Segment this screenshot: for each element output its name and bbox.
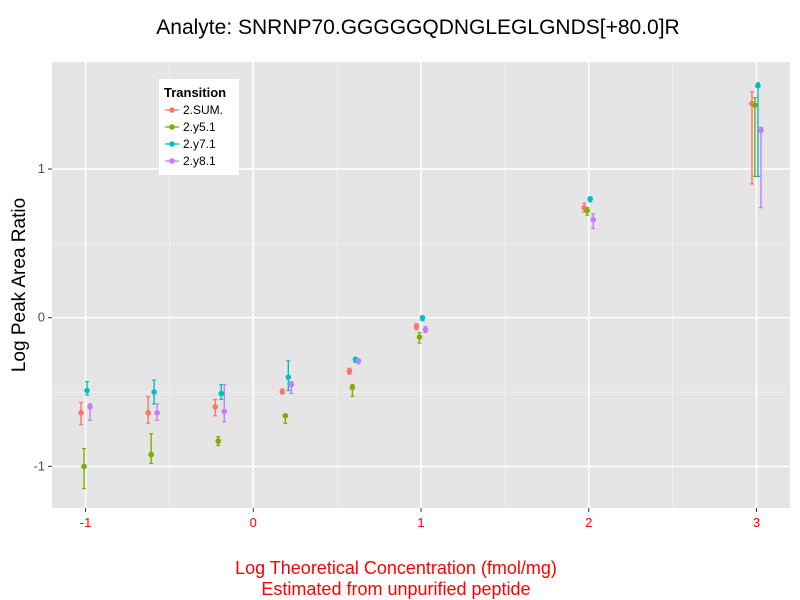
data-point: [282, 413, 289, 419]
legend-title: Transition: [164, 85, 226, 100]
x-tick-label: 2: [585, 515, 592, 530]
data-point: [755, 82, 761, 89]
x-axis-label: Log Theoretical Concentration (fmol/mg): [235, 558, 557, 578]
data-point: [419, 314, 426, 321]
data-point: [422, 326, 429, 333]
legend-key-point: [169, 141, 175, 147]
y-tick-label: 0: [38, 310, 45, 325]
data-point: [87, 404, 93, 410]
data-point: [145, 410, 151, 416]
data-point: [416, 334, 423, 340]
legend-key-point: [169, 107, 175, 113]
y-axis-label: Log Peak Area Ratio: [9, 198, 30, 372]
legend-item-label: 2.y7.1: [183, 137, 216, 151]
data-points: [78, 82, 764, 470]
data-point: [413, 323, 420, 330]
x-tick-label: 3: [753, 515, 760, 530]
data-point: [587, 195, 594, 202]
data-point: [78, 410, 84, 416]
y-tick-label: 1: [38, 161, 45, 176]
x-tick-label: 1: [417, 515, 424, 530]
data-point: [215, 438, 222, 444]
legend-key-point: [169, 124, 175, 130]
data-point: [279, 389, 286, 395]
data-point: [285, 374, 292, 380]
data-point: [84, 387, 90, 394]
chart-title: Analyte: SNRNP70.GGGGGQDNGLEGLGNDS[+80.0…: [156, 16, 679, 39]
data-point: [584, 207, 591, 214]
data-point: [758, 127, 764, 134]
grid: [52, 62, 790, 508]
data-point: [349, 384, 356, 391]
x-tick-label: -1: [80, 515, 92, 530]
y-tick-label: -1: [33, 458, 45, 473]
data-point: [346, 368, 353, 375]
data-point: [154, 410, 160, 416]
data-point: [81, 463, 87, 470]
legend-key-point: [169, 158, 175, 164]
data-point: [752, 102, 758, 108]
data-point: [148, 451, 154, 458]
legend: Transition 2.SUM. 2.y5.1 2.y7.1 2.y8.1: [159, 79, 239, 175]
data-point: [288, 381, 295, 388]
x-tick-label: 0: [250, 515, 257, 530]
legend-item-label: 2.y8.1: [183, 154, 216, 168]
legend-item-label: 2.y5.1: [183, 120, 216, 134]
data-point: [218, 390, 225, 397]
x-axis-ticks: -1 0 1 2 3: [80, 508, 760, 530]
data-point: [590, 216, 597, 223]
legend-items: 2.SUM. 2.y5.1 2.y7.1 2.y8.1: [165, 103, 223, 168]
y-axis-ticks: -1 0 1: [33, 161, 52, 473]
data-point: [221, 408, 228, 415]
data-point: [355, 358, 362, 364]
legend-item-label: 2.SUM.: [183, 103, 223, 117]
x-axis-label-note: Estimated from unpurified peptide: [261, 579, 530, 599]
data-point: [151, 389, 157, 395]
data-point: [212, 404, 219, 410]
